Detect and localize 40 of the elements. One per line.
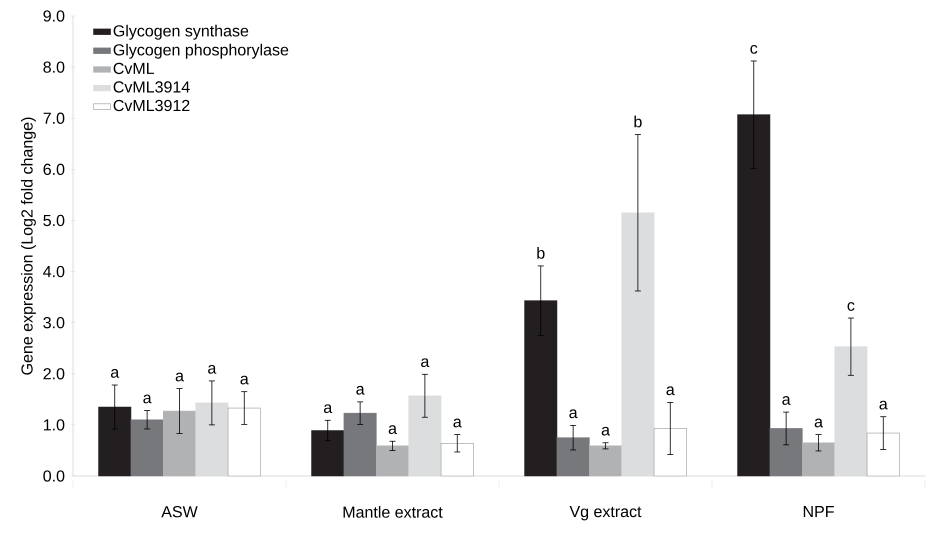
y-tick-label: 2.0 <box>44 368 64 380</box>
legend-label: Glycogen phosphorylase <box>114 44 288 59</box>
annotation: a <box>666 386 675 396</box>
legend-label: CvML3914 <box>114 81 190 93</box>
annotation: a <box>176 372 184 382</box>
y-tick-label: 9.0 <box>43 10 64 22</box>
legend-label: Glycogen synthase <box>114 24 248 40</box>
y-axis-title: Gene expression (Log2 fold change) <box>20 118 36 375</box>
annotation: b <box>537 246 545 259</box>
annotation: a <box>782 396 791 405</box>
y-tick-label: 0.0 <box>43 470 64 482</box>
y-tick-label: 3.0 <box>43 317 64 328</box>
annotation: a <box>453 418 462 428</box>
y-tick-label: 6.0 <box>44 164 64 175</box>
annotation: a <box>388 425 397 434</box>
x-tick-label: Mantle extract <box>344 506 443 518</box>
annotation: a <box>143 394 152 404</box>
annotation: a <box>814 418 823 428</box>
annotation: a <box>110 369 120 378</box>
y-tick-label: 4.0 <box>43 266 64 278</box>
annotation: a <box>880 400 888 410</box>
y-tick-label: 1.0 <box>44 419 64 431</box>
annotation: a <box>602 426 610 436</box>
y-tick-label: 8.0 <box>43 61 64 73</box>
annotation: c <box>848 302 854 311</box>
annotation: a <box>421 358 430 368</box>
x-tick-label: Vg extract <box>570 506 642 520</box>
annotation: a <box>240 376 249 384</box>
legend-label: CvML3912 <box>114 100 190 112</box>
x-tick-label: ASW <box>161 506 198 518</box>
annotation: a <box>324 404 332 414</box>
annotation: a <box>208 364 216 374</box>
y-tick-label: 7.0 <box>44 112 64 124</box>
annotation: a <box>569 409 578 418</box>
annotation: c <box>750 45 758 54</box>
y-tick-label: 5.0 <box>43 214 64 226</box>
legend-label: CvML <box>114 62 154 74</box>
x-tick-label: NPF <box>804 506 834 518</box>
annotation: b <box>634 116 642 128</box>
annotation: a <box>356 386 365 395</box>
